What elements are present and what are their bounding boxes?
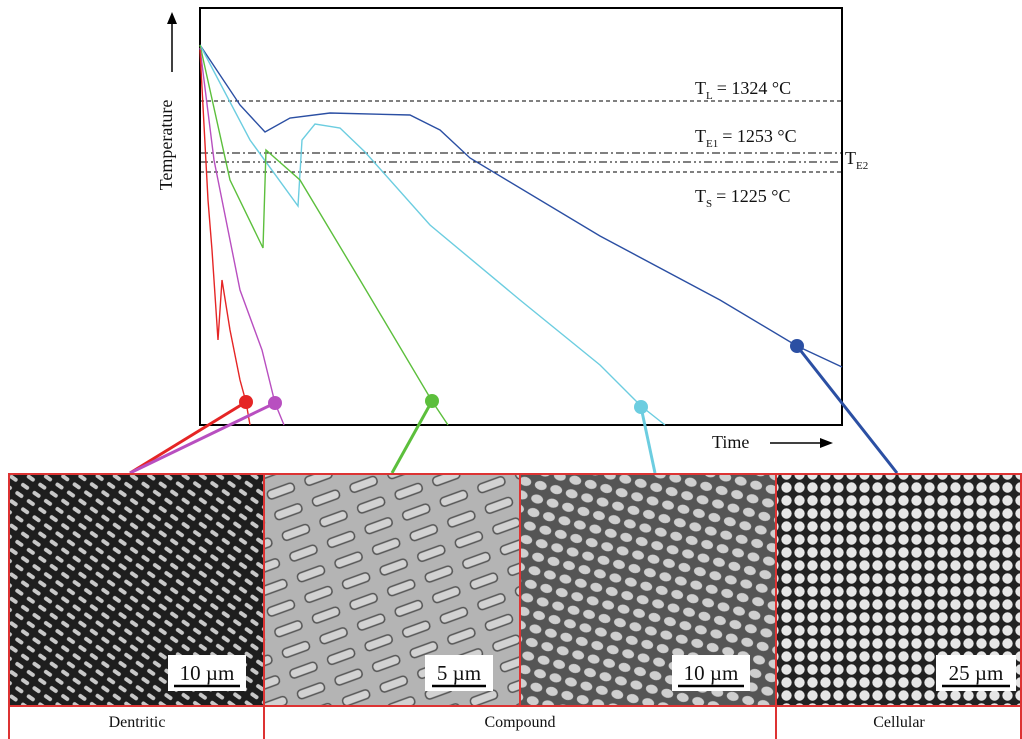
caption: Compound: [484, 714, 555, 731]
text: = 1225 °C: [716, 186, 790, 206]
level-label: TL = 1324 °C: [695, 78, 791, 102]
text: T: [845, 148, 856, 168]
level-label: TS = 1225 °C: [695, 186, 790, 210]
text: = 1324 °C: [717, 78, 791, 98]
text: T: [695, 78, 706, 98]
text: E1: [706, 138, 718, 150]
y-axis-label: Temperature: [156, 100, 176, 191]
connector: [392, 401, 432, 473]
connector: [130, 403, 275, 473]
cooling-curves: [200, 45, 842, 425]
y-arrow-head: [167, 12, 177, 24]
text: L: [706, 90, 713, 102]
scale-bar-label: 5 µm: [437, 661, 481, 685]
marker: [239, 395, 253, 409]
x-axis-label: Time: [712, 432, 749, 452]
text: = 1253 °C: [722, 126, 796, 146]
plot-frame: [200, 8, 842, 425]
scale-bar-label: 25 µm: [949, 661, 1004, 685]
text: E2: [856, 160, 868, 172]
connector: [130, 402, 246, 473]
text: S: [706, 198, 712, 210]
marker: [425, 394, 439, 408]
x-arrow-head: [820, 438, 833, 448]
connector: [797, 346, 897, 473]
curve-compound-2: [200, 45, 665, 425]
caption: Dentritic: [109, 714, 166, 731]
scale-bar-label: 10 µm: [180, 661, 235, 685]
marker: [790, 339, 804, 353]
text: T: [695, 126, 706, 146]
scale-bar-label: 10 µm: [684, 661, 739, 685]
level-label: TE2: [845, 148, 868, 172]
connectors: [130, 339, 897, 473]
marker: [634, 400, 648, 414]
text: T: [695, 186, 706, 206]
caption: Cellular: [873, 714, 925, 731]
marker: [268, 396, 282, 410]
level-label: TE1 = 1253 °C: [695, 126, 797, 150]
connector: [641, 407, 655, 473]
figure: TL= 1324 °C TE1= 1253 °C TE2 TS= 1225 °C…: [0, 0, 1022, 739]
